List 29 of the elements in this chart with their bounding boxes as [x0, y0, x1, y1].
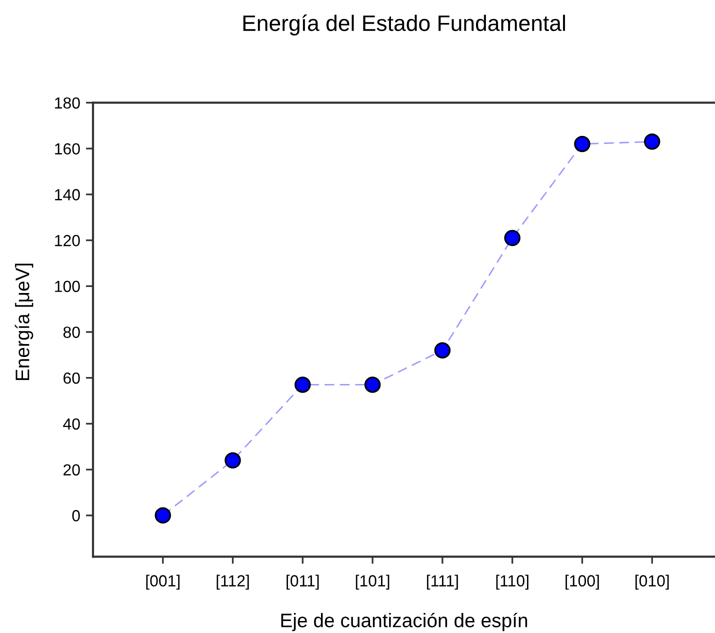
x-tick-label: [011] [286, 574, 319, 590]
point [224, 452, 241, 469]
y-tick-label: 80 [63, 326, 80, 338]
point [434, 342, 451, 358]
y-tick-label: 120 [55, 234, 80, 246]
y-tick-label: 60 [64, 372, 80, 384]
y-tick-label: 40 [63, 418, 80, 430]
y-tick-label: 160 [55, 143, 80, 155]
point [644, 134, 660, 150]
point [154, 507, 172, 524]
y-tick-label: 100 [55, 280, 80, 292]
x-tick-label: [112] [216, 574, 249, 590]
point [294, 376, 311, 393]
point [574, 136, 590, 152]
y-tick-label: 140 [55, 189, 80, 200]
x-tick-label: [100] [566, 574, 599, 590]
point [364, 376, 381, 393]
x-tick-label: [110] [496, 574, 528, 590]
y-axis-title: Energía [μeV] [14, 264, 34, 380]
x-tick-label: [101] [356, 574, 390, 590]
x-tick-label: [010] [635, 574, 669, 590]
y-tick-label: 0 [72, 510, 80, 522]
point [504, 230, 520, 246]
y-tick-label: 180 [55, 97, 80, 109]
x-tick-label: [111] [426, 574, 458, 590]
x-tick-label: [001] [146, 574, 180, 590]
y-tick-label: 20 [64, 464, 80, 476]
x-axis-title: Eje de cuantización de espín [281, 612, 528, 632]
chart-title: Energía del Estado Fundamental [243, 14, 565, 36]
